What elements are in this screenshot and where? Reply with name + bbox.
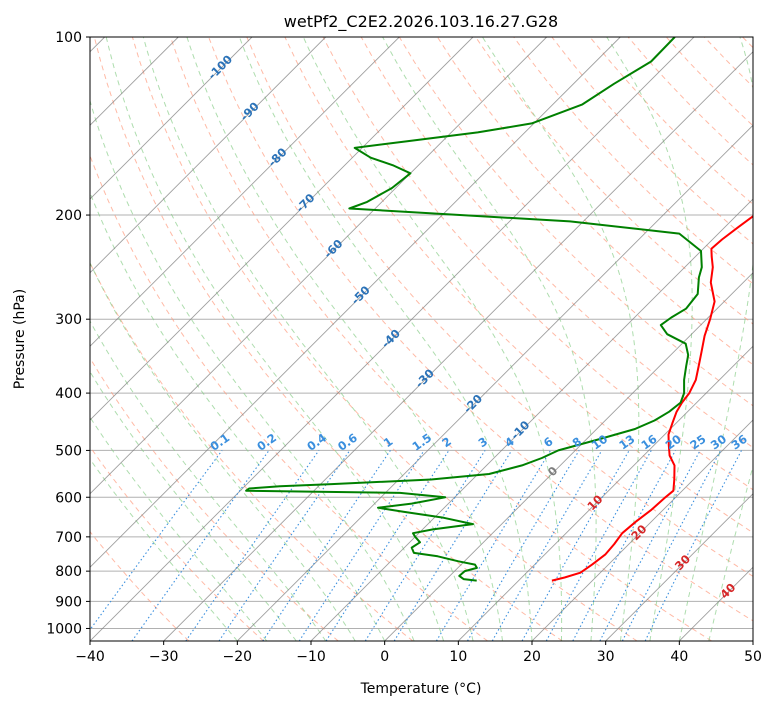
y-axis: 100 200 300 400 500 600 700 800 900 1000 (46, 30, 90, 637)
mixing-ratio-line (90, 450, 223, 631)
mixing-ratio-line (572, 450, 676, 641)
moist-adiabat (302, 37, 563, 641)
dry-adiabat (170, 37, 712, 641)
pressure-gridlines (90, 37, 753, 629)
moist-adiabat (481, 37, 640, 641)
dry-adiabat (131, 37, 638, 641)
isotherm (90, 37, 474, 421)
mixing-ratio-line (393, 450, 513, 641)
y-tick-label: 700 (55, 530, 82, 546)
y-tick-label: 500 (55, 443, 82, 459)
x-tick-label: 40 (670, 649, 688, 665)
x-tick-label: −40 (75, 649, 105, 665)
isotherm (605, 493, 753, 641)
y-tick-label: 200 (55, 208, 82, 224)
isotherm (310, 198, 753, 641)
isotherm (163, 51, 753, 641)
y-tick-label: 300 (55, 312, 82, 328)
chart-title: wetPf2_C2E2.2026.103.16.27.G28 (284, 12, 558, 32)
isotherm (90, 37, 327, 274)
isotherm (236, 124, 753, 641)
dry-adiabat (513, 37, 753, 285)
moist-adiabat (105, 37, 445, 641)
moist-adiabat (90, 370, 297, 641)
mixing-ratio-line (262, 450, 391, 641)
isotherms (90, 37, 753, 641)
isotherm (531, 419, 753, 641)
x-tick-label: 10 (449, 649, 467, 665)
dry-adiabat (90, 154, 488, 641)
dry-adiabat (93, 37, 563, 641)
mixing-ratio-line (621, 450, 722, 641)
x-axis-label: Temperature (°C) (360, 681, 482, 697)
plot-area: 0.1 0.2 0.4 0.6 1 1.5 2 3 4 6 8 10 13 16 20 25 30 36-100-… (90, 37, 753, 641)
dry-adiabat (90, 445, 264, 641)
moist-adiabat (238, 37, 533, 641)
y-tick-label: 400 (55, 386, 82, 402)
moist-adiabats (90, 37, 753, 641)
moist-adiabat (90, 261, 356, 641)
x-tick-label: −10 (296, 649, 326, 665)
moist-adiabat (142, 37, 474, 641)
mixing-ratio-line (298, 450, 425, 641)
mixing-ratio-lines (90, 450, 742, 641)
dry-adiabat (246, 37, 753, 577)
y-axis-label: Pressure (hPa) (12, 289, 28, 389)
dry-adiabat (360, 37, 753, 449)
x-tick-label: 50 (744, 649, 762, 665)
mixing-ratio-line (185, 450, 320, 641)
x-tick-label: −20 (223, 649, 253, 665)
moist-adiabat (90, 416, 268, 641)
dry-adiabat (398, 37, 753, 407)
moist-adiabat (90, 458, 238, 641)
isotherm (90, 37, 400, 347)
isotherm (90, 37, 621, 568)
dry-adiabat (208, 37, 753, 622)
x-tick-label: 30 (597, 649, 615, 665)
isotherm (457, 345, 753, 641)
x-tick-label: 20 (523, 649, 541, 665)
y-tick-label: 1000 (46, 621, 82, 637)
moist-adiabat (382, 37, 597, 641)
mixing-ratio-line (325, 450, 450, 641)
plot-frame (89, 36, 754, 642)
moist-adiabat (606, 37, 693, 641)
temperature-profile (551, 214, 753, 582)
dewpoint-profile (245, 37, 703, 582)
mixing-ratio-line (644, 450, 742, 641)
isotherm (90, 37, 695, 641)
mixing-ratio-line (521, 450, 630, 641)
sounding-profiles (245, 37, 753, 582)
isotherm (90, 37, 253, 200)
mixing-ratio-line (545, 450, 652, 641)
mixing-ratio-line (131, 450, 270, 641)
isotherm (90, 37, 548, 495)
x-axis: −40 −30 −20 −10 0 10 20 30 40 50 (75, 641, 762, 665)
y-tick-label: 800 (55, 564, 82, 580)
x-tick-label: 0 (380, 649, 389, 665)
dry-adiabat (90, 530, 190, 641)
x-tick-label: −30 (149, 649, 179, 665)
y-tick-label: 600 (55, 490, 82, 506)
isotherm (384, 272, 753, 641)
y-tick-label: 100 (55, 30, 82, 46)
dry-adiabat (90, 357, 339, 641)
mixing-ratio-line (218, 450, 351, 641)
y-tick-label: 900 (55, 594, 82, 610)
